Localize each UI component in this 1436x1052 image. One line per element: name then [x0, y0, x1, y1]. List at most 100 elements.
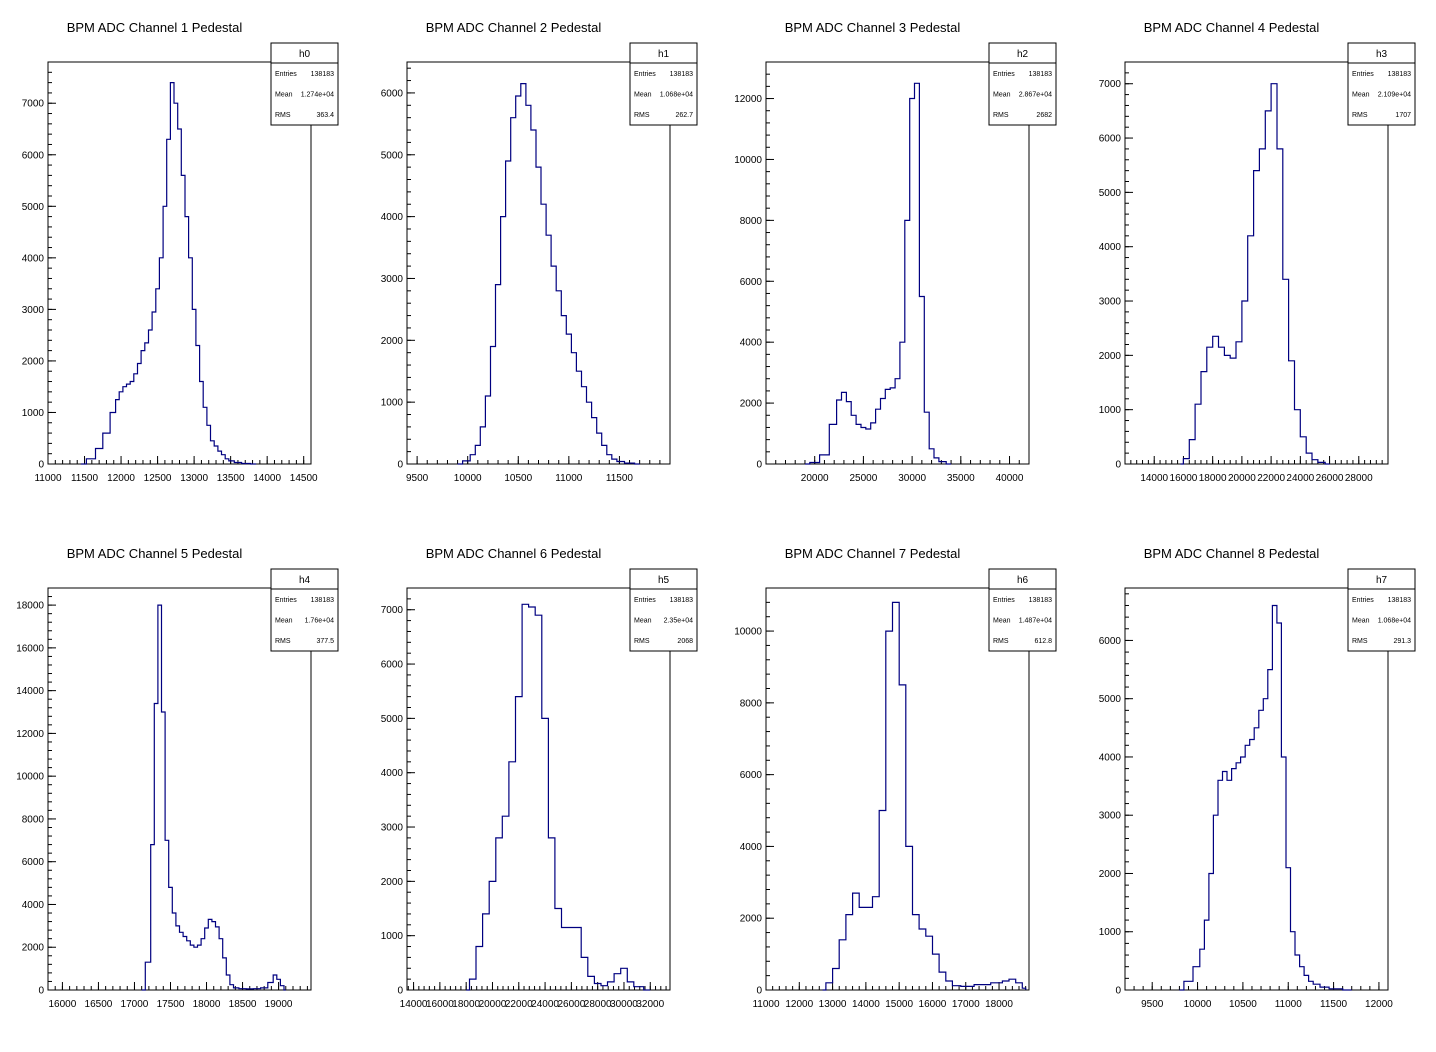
x-tick-label: 10500 — [1229, 999, 1257, 1010]
histogram-panel: BPM ADC Channel 8 Pedestal 0 1000 2000 3000 4… — [1099, 546, 1416, 1010]
y-tick-label: 10000 — [734, 627, 762, 638]
y-tick-label: 3000 — [1099, 297, 1122, 308]
histogram-series — [466, 603, 651, 991]
stats-label: Entries — [993, 597, 1015, 604]
stats-value: 2.109e+04 — [1378, 92, 1411, 99]
y-tick-label: 7000 — [22, 99, 45, 110]
x-tick-label: 16000 — [426, 999, 454, 1010]
stats-value: 1.76e+04 — [305, 618, 334, 625]
stats-label: Mean — [993, 618, 1011, 625]
histogram-series — [1180, 83, 1330, 465]
stats-label: Entries — [275, 71, 297, 78]
x-tick-label: 30000 — [898, 473, 926, 484]
stats-value: 291.3 — [1393, 638, 1411, 645]
x-tick-label: 25000 — [850, 473, 878, 484]
y-tick-label: 4000 — [1099, 242, 1122, 253]
x-tick-label: 14000 — [852, 999, 880, 1010]
stats-label: Entries — [634, 597, 656, 604]
stats-label: Entries — [1352, 597, 1374, 604]
y-tick-label: 0 — [38, 460, 44, 471]
y-tick-label: 4000 — [740, 338, 763, 349]
y-tick-label: 7000 — [1099, 79, 1122, 90]
y-tick-label: 6000 — [381, 660, 404, 671]
y-tick-label: 1000 — [381, 931, 404, 942]
stats-value: 1.487e+04 — [1019, 618, 1052, 625]
stats-box: h4 Entries 138183 Mean 1.76e+04 RMS 377.5 — [270, 568, 339, 652]
stats-box-name: h7 — [1376, 575, 1388, 586]
y-tick-label: 6000 — [740, 770, 763, 781]
stats-box: h0 Entries 138183 Mean 1.274e+04 RMS 363.4 — [270, 42, 339, 126]
y-tick-label: 6000 — [1099, 636, 1122, 647]
y-tick-label: 5000 — [22, 202, 45, 213]
x-tick-label: 11500 — [606, 473, 634, 484]
x-tick-label: 13000 — [819, 999, 847, 1010]
y-tick-label: 4000 — [22, 900, 45, 911]
x-tick-label: 19000 — [265, 999, 293, 1010]
y-tick-label: 6000 — [1099, 134, 1122, 145]
stats-value: 377.5 — [316, 638, 334, 645]
stats-label: RMS — [275, 638, 291, 645]
x-tick-label: 18000 — [985, 999, 1013, 1010]
y-tick-label: 2000 — [740, 914, 763, 925]
x-tick-label: 18000 — [452, 999, 480, 1010]
y-tick-label: 5000 — [381, 714, 404, 725]
y-tick-label: 7000 — [381, 605, 404, 616]
plot-frame — [406, 587, 671, 991]
y-tick-label: 0 — [38, 986, 44, 997]
x-tick-label: 16500 — [85, 999, 113, 1010]
stats-label: RMS — [993, 112, 1009, 119]
stats-label: Mean — [634, 618, 652, 625]
y-tick-label: 12000 — [734, 94, 762, 105]
stats-label: Mean — [275, 618, 293, 625]
x-tick-label: 26000 — [1316, 473, 1344, 484]
stats-label: Mean — [634, 92, 652, 99]
stats-box-frame — [988, 42, 1057, 126]
x-tick-label: 10000 — [1184, 999, 1212, 1010]
stats-label: Entries — [993, 71, 1015, 78]
plot-frame — [47, 587, 312, 991]
stats-label: RMS — [634, 638, 650, 645]
chart-title: BPM ADC Channel 4 Pedestal — [1144, 20, 1320, 35]
stats-box: h3 Entries 138183 Mean 2.109e+04 RMS 1707 — [1347, 42, 1416, 126]
y-tick-label: 10000 — [734, 155, 762, 166]
y-tick-label: 12000 — [16, 729, 44, 740]
stats-value: 1.274e+04 — [301, 92, 334, 99]
y-tick-label: 4000 — [381, 212, 404, 223]
x-tick-label: 14000 — [1140, 473, 1168, 484]
stats-box-name: h3 — [1376, 49, 1388, 60]
y-tick-label: 3000 — [1099, 811, 1122, 822]
x-tick-label: 35000 — [947, 473, 975, 484]
plot-frame — [1124, 587, 1389, 991]
histogram-panel: BPM ADC Channel 6 Pedestal 0 1000 2000 3000 4… — [381, 546, 698, 1010]
y-tick-label: 5000 — [1099, 694, 1122, 705]
x-tick-label: 13000 — [180, 473, 208, 484]
stats-box-frame — [1347, 42, 1416, 126]
y-tick-label: 2000 — [1099, 351, 1122, 362]
y-tick-label: 3000 — [381, 823, 404, 834]
x-tick-label: 26000 — [557, 999, 585, 1010]
stats-value: 2682 — [1036, 112, 1052, 119]
stats-value: 138183 — [1388, 597, 1411, 604]
y-tick-label: 14000 — [16, 686, 44, 697]
y-tick-label: 0 — [397, 986, 403, 997]
stats-value: 1707 — [1395, 112, 1411, 119]
chart-title: BPM ADC Channel 6 Pedestal — [426, 546, 602, 561]
x-tick-label: 18000 — [193, 999, 221, 1010]
x-tick-label: 10000 — [454, 473, 482, 484]
plot-frame — [1124, 61, 1389, 465]
stats-value: 1.068e+04 — [1378, 618, 1411, 625]
x-tick-label: 20000 — [1228, 473, 1256, 484]
stats-value: 262.7 — [675, 112, 693, 119]
x-tick-label: 12000 — [785, 999, 813, 1010]
y-tick-label: 3000 — [381, 274, 404, 285]
stats-value: 138183 — [311, 597, 334, 604]
stats-value: 363.4 — [316, 112, 334, 119]
stats-label: Entries — [1352, 71, 1374, 78]
stats-box: h7 Entries 138183 Mean 1.068e+04 RMS 291.3 — [1347, 568, 1416, 652]
stats-value: 612.8 — [1034, 638, 1052, 645]
chart-title: BPM ADC Channel 1 Pedestal — [67, 20, 243, 35]
x-tick-label: 22000 — [1257, 473, 1285, 484]
stats-box-frame — [270, 568, 339, 652]
x-tick-label: 24000 — [531, 999, 559, 1010]
